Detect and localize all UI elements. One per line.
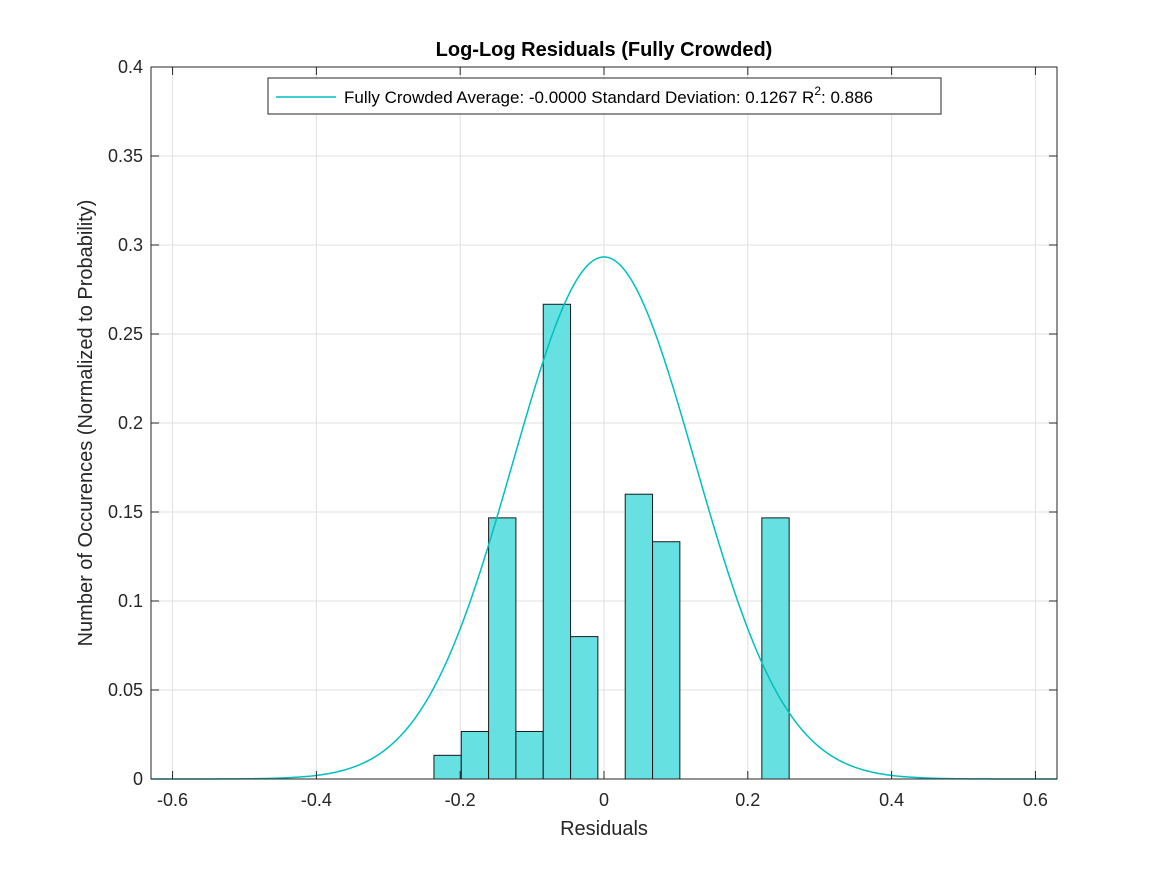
y-tick-label: 0.4 [118,57,143,77]
legend-text-suffix: : 0.886 [821,88,873,107]
y-tick-label: 0.35 [108,146,143,166]
x-tick-label: -0.2 [445,790,476,810]
histogram-bars [433,303,790,780]
y-tick-label: 0.2 [118,413,143,433]
normal-fit-curve [151,256,1057,780]
x-tick-label: 0.6 [1023,790,1048,810]
y-tick-label: 0.15 [108,502,143,522]
histogram-bar [460,730,490,780]
legend-text-prefix: Fully Crowded Average: -0.0000 Standard … [344,88,814,107]
histogram-bar [515,730,544,780]
y-tick-label: 0 [133,769,143,789]
y-tick-label: 0.3 [118,235,143,255]
histogram-bar [433,754,462,780]
legend-entry: Fully Crowded Average: -0.0000 Standard … [344,84,873,107]
x-tick-label: 0.2 [735,790,760,810]
chart-title: Log-Log Residuals (Fully Crowded) [436,39,773,61]
y-tick-label: 0.25 [108,324,143,344]
x-tick-label: -0.6 [157,790,188,810]
x-tick-label: -0.4 [301,790,332,810]
y-axis-label: Number of Occurences (Normalized to Prob… [75,200,97,647]
histogram-bar [761,517,790,780]
x-tick-label: 0.4 [879,790,904,810]
x-tick-label: 0 [599,790,609,810]
x-axis-label: Residuals [560,818,648,840]
histogram-bar [542,303,572,780]
histogram-bar [652,541,681,780]
legend-text-superscript: 2 [814,84,821,98]
y-tick-label: 0.05 [108,680,143,700]
legend-box [267,77,942,115]
histogram-bar [570,636,599,780]
legend: Fully Crowded Average: -0.0000 Standard … [267,77,942,115]
histogram-bar [624,493,654,780]
y-tick-label: 0.1 [118,591,143,611]
axis-ticks: -0.6 -0.4 -0.2 0 0.2 0.4 0.6 0 0.05 0.1 0.15 0.2 0.2… [108,57,1057,810]
histogram-bar [488,517,517,780]
